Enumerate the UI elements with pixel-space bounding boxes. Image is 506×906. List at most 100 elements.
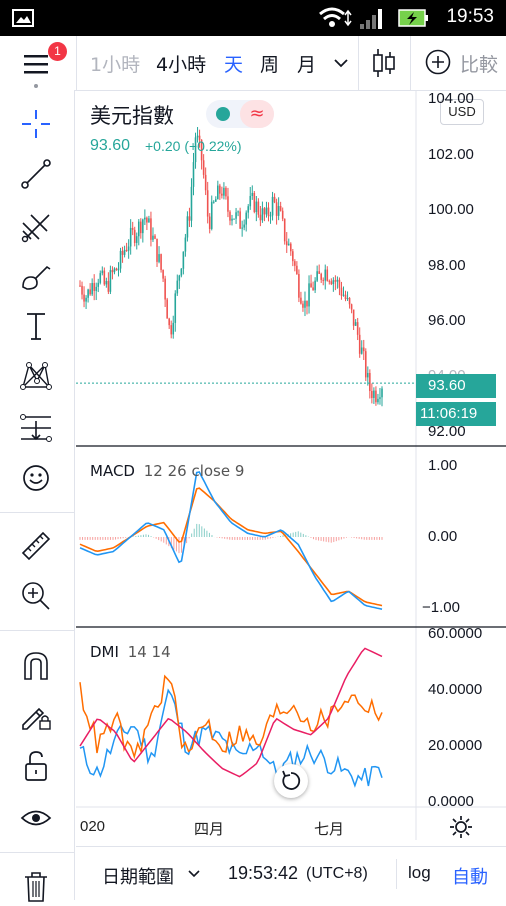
candle-body — [85, 297, 87, 302]
chart-area[interactable]: 美元指數 ≈ 93.60 +0.20 (+0.22%) USD 104.00 1… — [76, 90, 506, 840]
candle-body — [356, 322, 359, 335]
reset-chart-button[interactable] — [274, 764, 308, 798]
candle-body — [142, 219, 144, 234]
zoom-in-icon — [22, 582, 50, 610]
candle-body — [239, 211, 241, 229]
candle-body — [377, 398, 379, 403]
icon-tool[interactable] — [16, 458, 56, 498]
auto-scale-toggle[interactable]: 自動 — [452, 867, 488, 888]
menu-button[interactable]: 1 — [14, 42, 67, 88]
top-toolbar: 1 1小時 4小時 天 周 月 比較 — [0, 36, 506, 91]
candle-body — [316, 271, 318, 281]
countdown-label: 11:06:19 — [416, 402, 496, 426]
candle-body — [330, 281, 333, 285]
candle-body — [292, 251, 294, 262]
macd-legend[interactable]: MACD 12 26 close 9 — [90, 462, 244, 480]
date-range-button[interactable]: 日期範圍 — [102, 847, 212, 901]
candle-body — [150, 218, 152, 240]
candle-body — [253, 192, 256, 212]
candle-body — [362, 347, 365, 352]
chart-canvas[interactable] — [76, 90, 506, 840]
candle-body — [146, 217, 148, 223]
market-open-icon — [216, 107, 230, 121]
hamburger-icon — [24, 55, 48, 74]
candle-body — [87, 289, 89, 298]
text-icon — [27, 313, 45, 340]
candle-body — [265, 207, 268, 215]
interval-week[interactable]: 周 — [260, 54, 280, 76]
trash-icon — [25, 872, 47, 902]
trend-line-icon — [21, 159, 51, 189]
candle-body — [225, 187, 227, 197]
candle-body — [148, 218, 150, 223]
candle-body — [302, 303, 304, 308]
candle-body — [354, 322, 357, 326]
pitchfork-tool[interactable] — [16, 206, 56, 246]
interval-4h[interactable]: 4小時 — [156, 54, 207, 76]
candle-body — [322, 279, 325, 281]
eye-icon — [20, 810, 52, 826]
zoom-tool[interactable] — [16, 576, 56, 616]
interval-1h[interactable]: 1小時 — [90, 54, 141, 76]
candle-body — [336, 279, 339, 282]
candle-body — [135, 236, 138, 243]
pattern-tool[interactable] — [16, 356, 56, 396]
log-scale-toggle[interactable]: log — [408, 863, 431, 882]
bottom-clock[interactable]: 19:53:42 — [228, 863, 299, 883]
candle-body — [237, 211, 239, 213]
candle-body — [103, 270, 106, 285]
candle-body — [304, 300, 306, 308]
candle-body — [243, 224, 245, 228]
measure-tool[interactable] — [16, 526, 56, 566]
forecast-tool[interactable] — [16, 408, 56, 448]
battery-charging-icon — [398, 9, 428, 27]
lock-drawings-tool[interactable] — [16, 696, 56, 736]
candle-body — [267, 207, 270, 216]
magnet-tool[interactable] — [16, 646, 56, 686]
symbol-status-badges[interactable]: ≈ — [206, 100, 274, 128]
candle-body — [271, 196, 274, 216]
chevron-down-icon[interactable] — [332, 56, 350, 70]
visibility-tool[interactable] — [16, 798, 56, 838]
pencil-lock-icon — [22, 707, 51, 730]
compare-button[interactable]: 比較 — [422, 48, 506, 78]
macd-params: 12 26 close 9 — [143, 462, 245, 480]
trend-line-tool[interactable] — [16, 154, 56, 194]
candle-body — [180, 268, 183, 276]
text-tool[interactable] — [16, 306, 56, 346]
candle-body — [115, 268, 118, 271]
chart-settings-icon[interactable] — [448, 814, 474, 840]
candle-body — [223, 187, 225, 196]
chevron-down-icon — [188, 870, 200, 878]
dmi-legend[interactable]: DMI 14 14 — [90, 643, 171, 661]
candle-body — [346, 298, 349, 300]
dmi-tick: 40.0000 — [428, 681, 483, 698]
candle-body — [277, 206, 280, 216]
remove-drawings-tool[interactable] — [16, 866, 56, 906]
candle-body — [160, 254, 162, 270]
candle-body — [312, 287, 314, 291]
candle-body — [306, 300, 308, 307]
ruler-icon — [21, 531, 51, 561]
candle-body — [127, 246, 130, 251]
brush-tool[interactable] — [16, 256, 56, 296]
candle-body — [318, 271, 320, 274]
timezone-label[interactable]: (UTC+8) — [306, 865, 368, 882]
interval-day[interactable]: 天 — [224, 54, 244, 76]
macd-signal-line — [79, 487, 383, 607]
candle-body — [300, 297, 302, 304]
pitchfork-icon — [21, 214, 50, 243]
interval-month[interactable]: 月 — [297, 54, 317, 76]
candle-body — [279, 206, 282, 211]
candle-body — [184, 237, 187, 252]
dmi-tick: 0.0000 — [428, 793, 474, 810]
candle-body — [381, 388, 383, 398]
bottom-bar: 日期範圍 19:53:42 (UTC+8) log 自動 — [76, 846, 506, 901]
crosshair-tool[interactable] — [16, 104, 56, 144]
candlestick-chart-type-icon[interactable] — [370, 46, 398, 80]
candle-body — [231, 218, 233, 221]
candle-body — [342, 294, 345, 296]
candle-body — [81, 285, 83, 295]
lock-tool[interactable] — [16, 746, 56, 786]
currency-badge[interactable]: USD — [440, 99, 484, 125]
